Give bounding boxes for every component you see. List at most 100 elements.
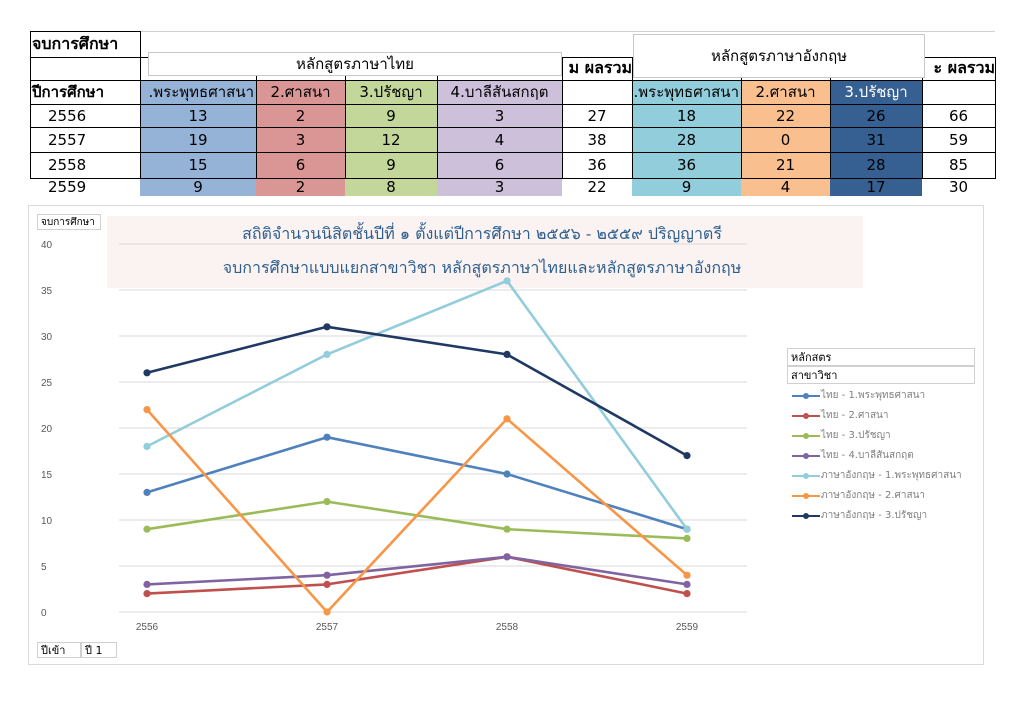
table-cell[interactable]: 3 bbox=[437, 104, 562, 127]
data-point bbox=[323, 608, 331, 616]
table-cell[interactable]: 36 bbox=[562, 152, 632, 178]
table-cell[interactable]: 9 bbox=[632, 178, 741, 196]
table-cell[interactable]: 30 bbox=[922, 178, 995, 196]
table-cell[interactable]: 26 bbox=[830, 104, 922, 127]
table-cell[interactable]: 22 bbox=[741, 104, 830, 127]
filter-entry-year[interactable]: ปีเข้า bbox=[37, 642, 81, 658]
row-year[interactable]: 2558 bbox=[48, 156, 87, 174]
y-tick-label: 30 bbox=[41, 332, 53, 343]
table-cell[interactable]: 6 bbox=[256, 152, 345, 178]
legend-marker-icon bbox=[792, 392, 820, 399]
chart-field-tag[interactable]: จบการศึกษา bbox=[37, 214, 101, 230]
table-cell[interactable]: 9 bbox=[345, 152, 437, 178]
grid-line bbox=[562, 57, 563, 179]
table-cell[interactable]: 66 bbox=[922, 104, 995, 127]
legend-item[interactable]: ไทย - 4.บาลีสันสกฤต bbox=[791, 448, 914, 463]
column-header[interactable]: 2.ศาสนา bbox=[256, 80, 345, 104]
column-header[interactable]: 2.ศาสนา bbox=[741, 80, 830, 104]
data-point bbox=[143, 525, 151, 533]
legend-marker-icon bbox=[792, 432, 820, 439]
table-cell[interactable]: 12 bbox=[345, 127, 437, 152]
data-point bbox=[143, 406, 151, 414]
y-tick-label: 15 bbox=[41, 470, 53, 481]
chart-title-line2: จบการศึกษาแบบแยกสาขาวิชา หลักสูตรภาษาไทย… bbox=[222, 258, 742, 277]
data-point bbox=[503, 525, 511, 533]
table-cell[interactable]: 9 bbox=[345, 104, 437, 127]
legend-marker-icon bbox=[792, 452, 820, 459]
table-cell[interactable]: 15 bbox=[140, 152, 256, 178]
table-cell[interactable]: 31 bbox=[830, 127, 922, 152]
table-cell[interactable]: 36 bbox=[632, 152, 741, 178]
table-cell[interactable]: 2 bbox=[256, 104, 345, 127]
filter-year-1[interactable]: ปี 1 bbox=[81, 642, 117, 658]
legend-header-course[interactable]: หลักสตร bbox=[787, 348, 975, 366]
table-cell[interactable]: 22 bbox=[562, 178, 632, 196]
data-point bbox=[323, 580, 331, 588]
table-cell[interactable]: 3 bbox=[437, 178, 562, 196]
table-cell[interactable]: 2 bbox=[256, 178, 345, 196]
y-tick-label: 25 bbox=[41, 378, 53, 389]
title-background bbox=[107, 216, 863, 288]
legend-item[interactable]: ไทย - 2.ศาสนา bbox=[791, 408, 889, 423]
table-cell[interactable]: 4 bbox=[741, 178, 830, 196]
legend-item[interactable]: ไทย - 3.ปรัชญา bbox=[791, 428, 891, 443]
chart-title-line1: สถิติจำนวนนิสิตชั้นปีที่ ๑ ตั้งแต่ปีการศ… bbox=[242, 224, 722, 243]
table-cell[interactable]: 19 bbox=[140, 127, 256, 152]
group-header-thai[interactable]: หลักสูตรภาษาไทย bbox=[148, 52, 562, 76]
row-year[interactable]: 2559 bbox=[48, 178, 87, 196]
series-line bbox=[146, 408, 688, 614]
table-cell[interactable]: 0 bbox=[741, 127, 830, 152]
grid-line bbox=[30, 152, 996, 153]
table-cell[interactable]: 59 bbox=[922, 127, 995, 152]
data-point bbox=[683, 534, 691, 542]
column-header[interactable]: 1.พระพุทธศาสนา bbox=[632, 80, 741, 104]
table-cell[interactable]: 3 bbox=[256, 127, 345, 152]
column-header[interactable]: .พระพุทธศาสนา bbox=[140, 80, 256, 104]
x-tick-label: 2556 bbox=[136, 622, 159, 633]
table-cell[interactable]: 28 bbox=[830, 152, 922, 178]
data-point bbox=[323, 350, 331, 358]
table-cell[interactable]: 13 bbox=[140, 104, 256, 127]
legend-item[interactable]: ภาษาอังกฤษ - 1.พระพุทธศาสนา bbox=[791, 468, 962, 483]
table-cell[interactable]: 85 bbox=[922, 152, 995, 178]
legend-label: ภาษาอังกฤษ - 2.ศาสนา bbox=[821, 490, 926, 501]
y-tick-label: 20 bbox=[41, 424, 53, 435]
column-header[interactable]: 3.ปรัชญา bbox=[345, 80, 437, 104]
x-tick-label: 2559 bbox=[676, 622, 699, 633]
column-header[interactable]: 4.บาลีสันสกฤต bbox=[437, 80, 562, 104]
grid-line bbox=[140, 31, 995, 32]
series-line bbox=[146, 555, 688, 586]
grid-line bbox=[256, 57, 257, 179]
x-tick-label: 2558 bbox=[496, 622, 519, 633]
data-point bbox=[323, 498, 331, 506]
legend-item[interactable]: ภาษาอังกฤษ - 2.ศาสนา bbox=[791, 488, 925, 503]
y-tick-label: 40 bbox=[41, 240, 53, 251]
grid-line bbox=[632, 57, 633, 179]
table-cell[interactable]: 38 bbox=[562, 127, 632, 152]
data-point bbox=[323, 433, 331, 441]
grid-line bbox=[30, 178, 996, 179]
table-cell[interactable]: 8 bbox=[345, 178, 437, 196]
grid-line bbox=[30, 104, 996, 105]
legend-item[interactable]: ไทย - 1.พระพุทธศาสนา bbox=[791, 388, 925, 403]
table-cell[interactable]: 18 bbox=[632, 104, 741, 127]
table-cell[interactable]: 17 bbox=[830, 178, 922, 196]
grid-line bbox=[741, 57, 742, 179]
grid-line bbox=[140, 31, 141, 179]
table-cell[interactable]: 28 bbox=[632, 127, 741, 152]
row-year[interactable]: 2557 bbox=[48, 130, 87, 149]
chart-area[interactable]: จบการศึกษา สถิติจำนวนนิสิตชั้นปีที่ ๑ ตั… bbox=[28, 205, 984, 665]
table-cell[interactable]: 6 bbox=[437, 152, 562, 178]
table-cell[interactable]: 9 bbox=[140, 178, 256, 196]
row-year[interactable]: 2556 bbox=[48, 106, 87, 125]
legend-marker-icon bbox=[792, 412, 820, 419]
legend-header-major[interactable]: สาขาวิชา bbox=[787, 366, 975, 384]
legend-item[interactable]: ภาษาอังกฤษ - 3.ปรัชญา bbox=[791, 508, 927, 523]
table-cell[interactable]: 27 bbox=[562, 104, 632, 127]
table-cell[interactable]: 4 bbox=[437, 127, 562, 152]
column-header[interactable]: 3.ปรัชญา bbox=[830, 80, 922, 104]
group-header-eng[interactable]: หลักสูตรภาษาอังกฤษ bbox=[633, 34, 925, 78]
table-cell[interactable]: 21 bbox=[741, 152, 830, 178]
grid-line bbox=[345, 57, 346, 179]
row-header-label: ปีการศึกษา bbox=[32, 83, 104, 101]
